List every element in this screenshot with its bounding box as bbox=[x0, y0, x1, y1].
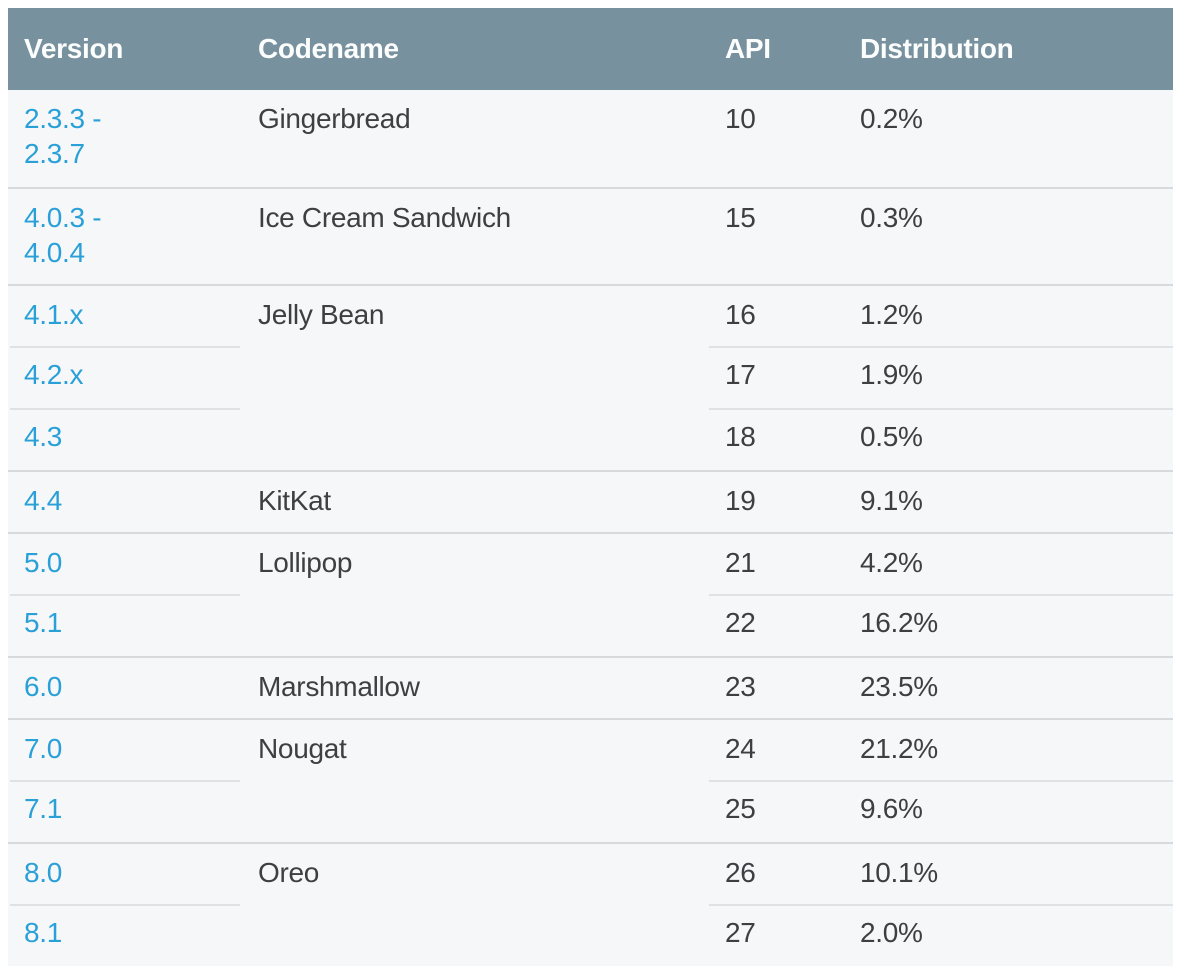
version-link[interactable]: 5.0 bbox=[24, 547, 63, 578]
table-row: 4.2.x 17 1.9% bbox=[8, 346, 1173, 408]
version-link[interactable]: 4.0.3 -4.0.4 bbox=[24, 202, 102, 268]
column-header-api: API bbox=[725, 33, 771, 64]
codename-cell bbox=[240, 904, 709, 966]
codename-cell: Oreo bbox=[258, 857, 320, 888]
version-cell: 4.3 bbox=[8, 408, 240, 470]
codename-cell: KitKat bbox=[258, 485, 331, 516]
table-row: 7.0 Nougat 24 21.2% bbox=[8, 718, 1173, 780]
distribution-cell: 4.2% bbox=[860, 547, 923, 578]
distribution-cell: 16.2% bbox=[860, 607, 938, 638]
distribution-cell: 0.5% bbox=[860, 421, 923, 452]
version-link[interactable]: 5.1 bbox=[24, 607, 63, 638]
distribution-cell: 10.1% bbox=[860, 857, 938, 888]
table-row: 5.0 Lollipop 21 4.2% bbox=[8, 532, 1173, 594]
api-cell: 27 bbox=[725, 917, 756, 948]
table-row: 7.1 25 9.6% bbox=[8, 780, 1173, 842]
version-cell: 7.1 bbox=[8, 780, 240, 842]
codename-cell: Ice Cream Sandwich bbox=[258, 202, 511, 233]
version-cell: 4.4 bbox=[8, 472, 240, 532]
distribution-cell: 9.6% bbox=[860, 793, 923, 824]
distribution-cell: 1.2% bbox=[860, 299, 923, 330]
api-cell: 16 bbox=[725, 299, 756, 330]
version-cell: 4.0.3 -4.0.4 bbox=[8, 189, 240, 284]
table-row: 8.0 Oreo 26 10.1% bbox=[8, 842, 1173, 904]
api-cell: 17 bbox=[725, 359, 756, 390]
table-row: 4.0.3 -4.0.4 Ice Cream Sandwich 15 0.3% bbox=[8, 187, 1173, 284]
api-cell: 26 bbox=[725, 857, 756, 888]
version-link[interactable]: 8.0 bbox=[24, 857, 63, 888]
version-cell: 6.0 bbox=[8, 658, 240, 718]
codename-cell bbox=[240, 408, 709, 470]
api-cell: 19 bbox=[725, 485, 756, 516]
column-header-distribution: Distribution bbox=[860, 33, 1014, 64]
api-cell: 23 bbox=[725, 671, 756, 702]
table-body: 2.3.3 -2.3.7 Gingerbread 10 0.2% 4.0.3 -… bbox=[8, 90, 1173, 966]
version-link[interactable]: 4.2.x bbox=[24, 359, 84, 390]
distribution-cell: 21.2% bbox=[860, 733, 938, 764]
table-row: 4.1.x Jelly Bean 16 1.2% bbox=[8, 284, 1173, 346]
api-cell: 10 bbox=[725, 103, 756, 134]
version-cell: 8.1 bbox=[8, 904, 240, 966]
api-cell: 15 bbox=[725, 202, 756, 233]
codename-cell bbox=[240, 346, 709, 408]
distribution-cell: 23.5% bbox=[860, 671, 938, 702]
version-link[interactable]: 4.4 bbox=[24, 485, 63, 516]
distribution-cell: 9.1% bbox=[860, 485, 923, 516]
version-link[interactable]: 8.1 bbox=[24, 917, 63, 948]
version-cell: 5.1 bbox=[8, 594, 240, 656]
api-cell: 22 bbox=[725, 607, 756, 638]
version-cell: 2.3.3 -2.3.7 bbox=[8, 90, 240, 187]
android-version-distribution-table: Version Codename API Distribution 2.3.3 … bbox=[8, 8, 1173, 966]
api-cell: 18 bbox=[725, 421, 756, 452]
table-row: 4.3 18 0.5% bbox=[8, 408, 1173, 470]
table-row: 2.3.3 -2.3.7 Gingerbread 10 0.2% bbox=[8, 90, 1173, 187]
column-header-version: Version bbox=[24, 33, 124, 64]
column-header-codename: Codename bbox=[258, 33, 399, 64]
version-link[interactable]: 6.0 bbox=[24, 671, 63, 702]
table-row: 8.1 27 2.0% bbox=[8, 904, 1173, 966]
version-cell: 7.0 bbox=[8, 720, 240, 780]
version-cell: 5.0 bbox=[8, 534, 240, 594]
version-link[interactable]: 7.1 bbox=[24, 793, 63, 824]
codename-cell bbox=[240, 780, 709, 842]
api-cell: 21 bbox=[725, 547, 756, 578]
codename-cell: Gingerbread bbox=[258, 103, 411, 134]
distribution-cell: 1.9% bbox=[860, 359, 923, 390]
table-row: 5.1 22 16.2% bbox=[8, 594, 1173, 656]
codename-cell: Jelly Bean bbox=[258, 299, 385, 330]
version-cell: 4.1.x bbox=[8, 286, 240, 346]
codename-cell: Nougat bbox=[258, 733, 347, 764]
codename-cell bbox=[240, 594, 709, 656]
table-header-row: Version Codename API Distribution bbox=[8, 8, 1173, 90]
version-link[interactable]: 4.3 bbox=[24, 421, 63, 452]
api-cell: 25 bbox=[725, 793, 756, 824]
distribution-cell: 0.3% bbox=[860, 202, 923, 233]
table-row: 4.4 KitKat 19 9.1% bbox=[8, 470, 1173, 532]
codename-cell: Lollipop bbox=[258, 547, 353, 578]
version-link[interactable]: 7.0 bbox=[24, 733, 63, 764]
version-cell: 4.2.x bbox=[8, 346, 240, 408]
api-cell: 24 bbox=[725, 733, 756, 764]
codename-cell: Marshmallow bbox=[258, 671, 420, 702]
distribution-cell: 2.0% bbox=[860, 917, 923, 948]
version-cell: 8.0 bbox=[8, 844, 240, 904]
version-link[interactable]: 2.3.3 -2.3.7 bbox=[24, 103, 102, 169]
distribution-cell: 0.2% bbox=[860, 103, 923, 134]
version-link[interactable]: 4.1.x bbox=[24, 299, 84, 330]
table-row: 6.0 Marshmallow 23 23.5% bbox=[8, 656, 1173, 718]
